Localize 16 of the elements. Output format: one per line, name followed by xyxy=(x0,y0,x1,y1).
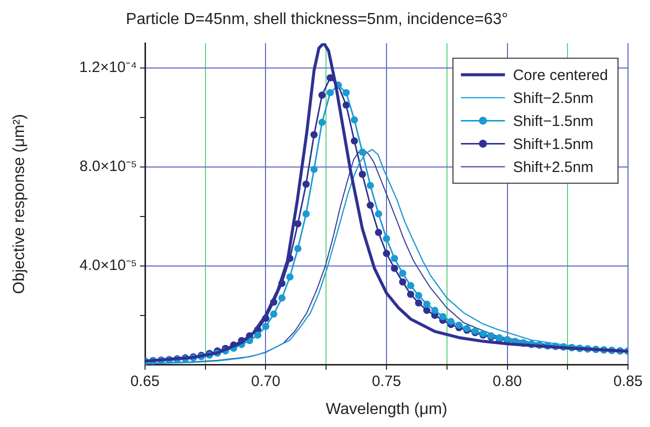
legend-label: Shift+1.5nm xyxy=(512,136,594,153)
legend-label: Shift+2.5nm xyxy=(512,158,594,176)
legend-label: Core centered xyxy=(512,66,608,84)
x-tick-label: 0.85 xyxy=(613,372,643,390)
y-axis-title: Objective response (μm²) xyxy=(11,114,28,294)
x-tick-label: 0.75 xyxy=(372,372,402,390)
x-axis-title: Wavelength (μm) xyxy=(326,400,448,418)
x-tick-label: 0.70 xyxy=(251,372,280,390)
legend-label: Shift−1.5nm xyxy=(512,112,594,130)
legend-label: Shift−2.5nm xyxy=(512,90,594,107)
y-tick-label: 8.0×10⁻⁵ xyxy=(79,158,137,176)
y-tick-label: 4.0×10⁻⁵ xyxy=(79,256,137,274)
chart-title: Particle D=45nm, shell thickness=5nm, incidence=63° xyxy=(126,11,508,28)
y-tick-label: 1.2×10⁻⁴ xyxy=(79,59,137,76)
x-tick-label: 0.80 xyxy=(492,372,522,390)
x-tick-label: 0.65 xyxy=(130,372,160,390)
